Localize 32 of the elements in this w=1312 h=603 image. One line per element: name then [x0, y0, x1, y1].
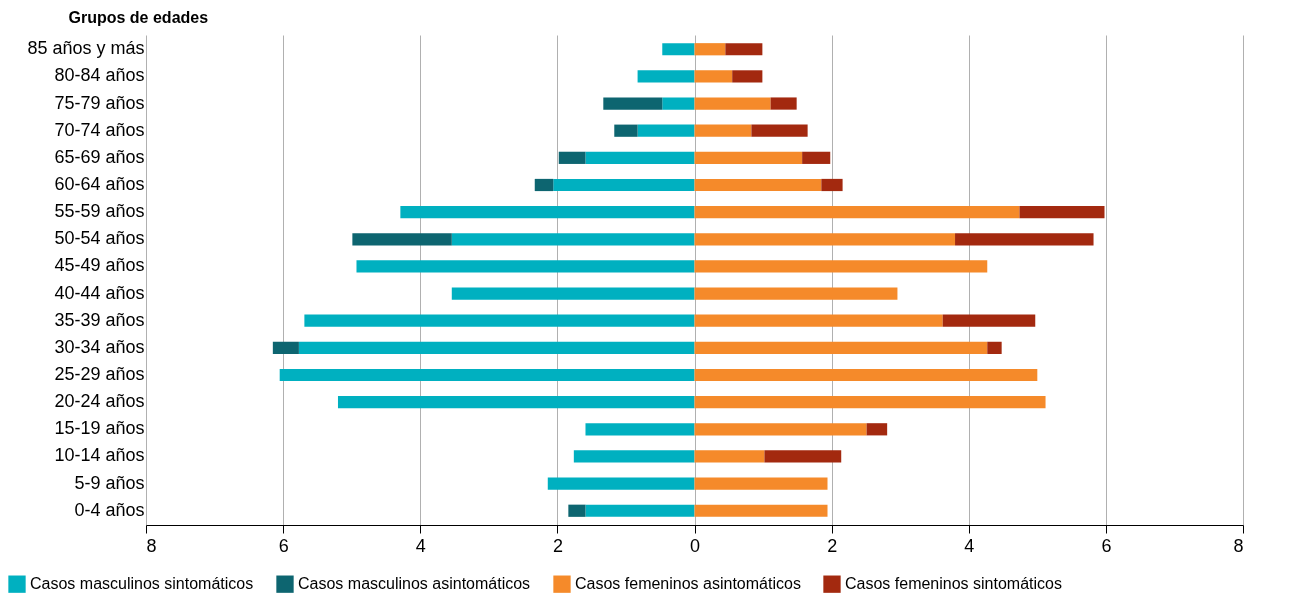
x-tick-label: 6	[1101, 535, 1112, 556]
legend-label: Casos femeninos asintomáticos	[575, 575, 801, 593]
x-tick-label: 2	[552, 535, 563, 556]
y-tick-label: 65-69 años	[54, 146, 145, 167]
y-tick-label: 35-39 años	[54, 309, 145, 330]
legend-label: Casos masculinos sintomáticos	[30, 575, 254, 593]
x-tick-label: 4	[964, 535, 975, 556]
y-tick-label: 50-54 años	[54, 228, 145, 249]
y-tick-label: 45-49 años	[54, 255, 145, 276]
y-tick-label: 75-79 años	[54, 92, 145, 113]
y-tick-label: 0-4 años	[74, 499, 145, 520]
y-tick-label: 40-44 años	[54, 282, 145, 303]
y-tick-label: 85 años y más	[27, 38, 145, 59]
y-tick-label: 30-34 años	[54, 336, 145, 357]
y-tick-label: 15-19 años	[54, 418, 145, 439]
y-tick-label: 55-59 años	[54, 201, 145, 222]
y-tick-label: 80-84 años	[54, 65, 145, 86]
x-tick-label: 4	[415, 535, 426, 556]
x-tick-label: 2	[827, 535, 838, 556]
y-tick-label: 20-24 años	[54, 391, 145, 412]
y-tick-label: 60-64 años	[54, 173, 145, 194]
y-axis-title: Grupos de edades	[68, 8, 209, 26]
legend-label: Casos masculinos asintomáticos	[298, 575, 531, 593]
y-tick-label: 10-14 años	[54, 445, 145, 466]
y-tick-label: 25-29 años	[54, 364, 145, 385]
x-tick-label: 6	[278, 535, 289, 556]
y-tick-label: 5-9 años	[74, 472, 145, 493]
x-tick-label: 0	[689, 535, 701, 556]
y-tick-label: 70-74 años	[54, 119, 145, 140]
x-tick-label: 8	[1233, 535, 1244, 556]
x-tick-label: 8	[146, 535, 157, 556]
legend-label: Casos femeninos sintomáticos	[845, 575, 1062, 593]
